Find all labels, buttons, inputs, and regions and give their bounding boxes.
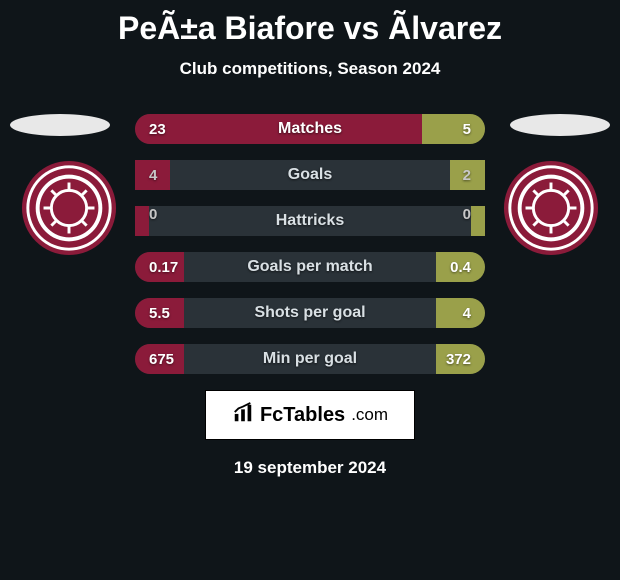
club-badge-right [502, 159, 600, 257]
stat-value-right: 5 [463, 121, 471, 138]
stat-row: 235Matches [135, 114, 485, 144]
stat-segment-left: 23 [135, 114, 422, 144]
club-crest-icon [20, 159, 118, 257]
stat-value-left: 23 [149, 121, 166, 138]
page-title: PeÃ±a Biafore vs Ãlvarez [0, 0, 620, 47]
stat-value-left: 4 [149, 167, 157, 184]
stat-value-left: 675 [149, 351, 174, 368]
stat-segment-mid [149, 206, 471, 236]
stat-segment-right: 0.4 [436, 252, 485, 282]
stat-segment-left: 4 [135, 160, 170, 190]
stat-value-right: 0 [463, 206, 471, 223]
comparison-content: 235Matches42GoalsHattricks000.170.4Goals… [0, 104, 620, 478]
club-crest-icon [502, 159, 600, 257]
club-badge-left [20, 159, 118, 257]
bar-chart-icon [232, 402, 254, 429]
stats-bars: 235Matches42GoalsHattricks000.170.4Goals… [135, 104, 485, 374]
stat-segment-left: 5.5 [135, 298, 184, 328]
stat-segment-mid [184, 252, 436, 282]
stat-segment-left: 675 [135, 344, 184, 374]
stat-segment-left: 0.17 [135, 252, 184, 282]
stat-row: 42Goals [135, 160, 485, 190]
stat-value-right: 4 [463, 305, 471, 322]
stat-segment-mid [170, 160, 450, 190]
page-subtitle: Club competitions, Season 2024 [0, 47, 620, 79]
stat-value-right: 2 [463, 167, 471, 184]
stat-value-left: 5.5 [149, 305, 170, 322]
stat-row: 0.170.4Goals per match [135, 252, 485, 282]
stat-segment-right [471, 206, 485, 236]
snapshot-date: 19 september 2024 [0, 440, 620, 478]
stat-value-left: 0 [149, 206, 157, 223]
stat-segment-mid [184, 344, 436, 374]
attribution-box[interactable]: FcTables .com [205, 390, 415, 440]
stat-value-right: 0.4 [450, 259, 471, 276]
stat-value-right: 372 [446, 351, 471, 368]
stat-segment-right: 5 [422, 114, 485, 144]
stat-row: 5.54Shots per goal [135, 298, 485, 328]
stat-row: 675372Min per goal [135, 344, 485, 374]
stat-segment-right: 372 [436, 344, 485, 374]
stat-row: Hattricks00 [135, 206, 485, 236]
stat-segment-left [135, 206, 149, 236]
attribution-brand: FcTables [260, 404, 345, 427]
attribution-suffix: .com [351, 405, 388, 425]
badge-shadow-right [510, 114, 610, 136]
stat-segment-right: 4 [436, 298, 485, 328]
stat-value-left: 0.17 [149, 259, 178, 276]
stat-segment-right: 2 [450, 160, 485, 190]
badge-shadow-left [10, 114, 110, 136]
stat-segment-mid [184, 298, 436, 328]
